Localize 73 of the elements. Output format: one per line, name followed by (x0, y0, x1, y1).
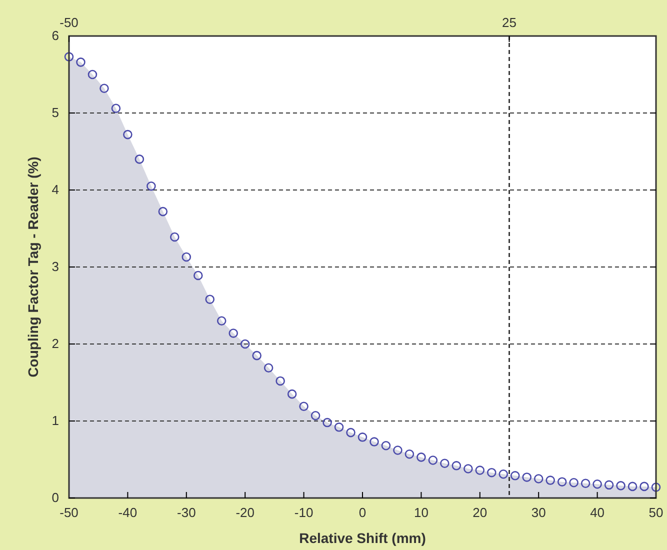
point (88, 70, 98, 80)
y-tick-label: 1 (52, 413, 59, 428)
point (416, 452, 426, 462)
point (310, 410, 320, 420)
y-tick-label: 6 (52, 28, 59, 44)
point (322, 418, 332, 428)
point (498, 470, 508, 479)
x-tick-label: 30 (531, 505, 546, 520)
point (569, 478, 578, 488)
point (580, 478, 590, 488)
x-tick-label: 0 (358, 505, 366, 520)
point (604, 480, 614, 490)
point (228, 328, 238, 338)
point (264, 363, 274, 372)
x2-tick-label: 25 (502, 15, 516, 30)
point (194, 270, 203, 280)
x-axis-title: Relative Shift (mm) (299, 530, 426, 546)
x-tick-label: -10 (294, 505, 314, 520)
point (522, 472, 532, 482)
point (370, 437, 379, 446)
point (616, 481, 626, 490)
point (393, 446, 402, 455)
x-tick-label: 50 (648, 505, 664, 520)
point (205, 294, 215, 304)
point (134, 154, 144, 164)
point (487, 468, 496, 478)
y-tick-label: 3 (52, 259, 59, 274)
point (334, 422, 344, 432)
point (640, 482, 649, 492)
point (628, 482, 638, 492)
point (123, 130, 132, 140)
point (111, 104, 121, 114)
point (287, 389, 297, 399)
point (146, 182, 156, 191)
point (546, 476, 555, 485)
point (452, 461, 462, 470)
y-tick-label: 0 (52, 490, 59, 506)
point (216, 316, 226, 326)
point (252, 350, 262, 360)
point (428, 456, 438, 465)
x-tick-label: 40 (590, 505, 605, 520)
y-axis-title: Coupling Factor Tag - Reader (%) (25, 156, 41, 378)
point (557, 477, 567, 486)
point (276, 376, 285, 386)
point (170, 232, 180, 242)
point (240, 339, 250, 349)
point (358, 432, 368, 442)
x-tick-label: -20 (236, 505, 254, 520)
x2-tick-label: -50 (60, 15, 78, 30)
point (64, 52, 74, 62)
point (381, 441, 391, 450)
point (475, 466, 485, 475)
y-tick-label: 2 (52, 336, 59, 352)
point (346, 428, 356, 438)
point (464, 464, 473, 474)
x-tick-label: 10 (414, 505, 428, 520)
y-tick-label: 5 (52, 105, 59, 120)
point (299, 402, 308, 411)
point (510, 471, 520, 480)
point (534, 474, 544, 484)
y-tick-label: 4 (52, 182, 59, 198)
point (651, 482, 661, 492)
x-tick-label: -30 (177, 505, 196, 520)
point (76, 58, 86, 67)
point (158, 206, 168, 216)
point (100, 84, 109, 93)
x-tick-label: 20 (472, 505, 488, 520)
point (404, 449, 414, 459)
x-tick-label: -50 (60, 505, 78, 520)
point (182, 252, 192, 262)
point (440, 458, 450, 468)
x-tick-label: -40 (118, 505, 138, 520)
point (592, 480, 602, 489)
